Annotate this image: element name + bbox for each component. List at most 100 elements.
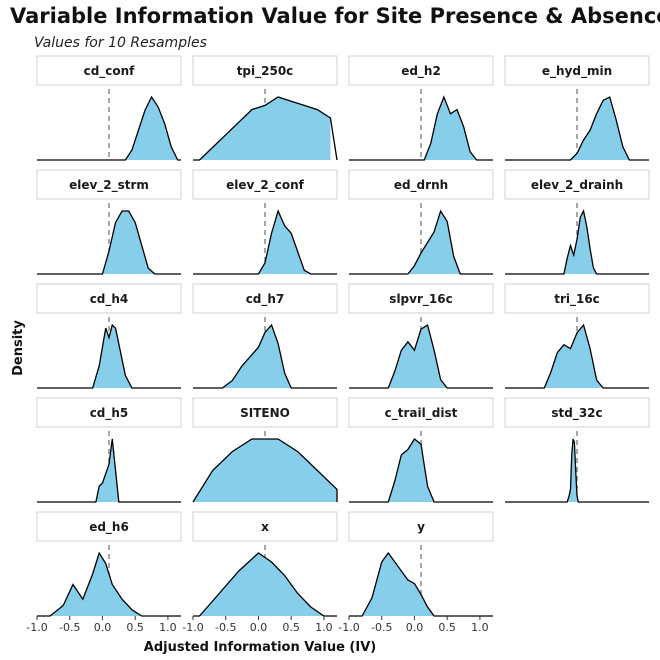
facet-strip: [504, 397, 650, 428]
density-line: [505, 323, 649, 389]
facet-strip: [504, 283, 650, 314]
density-fill: [362, 553, 435, 616]
facet-panel-c_trail_dist: c_trail_dist: [348, 397, 494, 503]
facet-panel-std_32c: std_32c: [504, 397, 650, 503]
facet-panel-e_hyd_min: e_hyd_min: [504, 55, 650, 161]
density-fill: [193, 439, 337, 502]
density-line: [37, 551, 181, 617]
facet-panel-x: x -1.0 -0.5 0.0 0.5 1.0: [182, 511, 338, 634]
density-line: [349, 551, 493, 617]
facet-strip: [504, 55, 650, 86]
density-line: [349, 209, 493, 275]
density-line: [349, 438, 493, 503]
density-line: [37, 95, 181, 161]
density-line: [193, 323, 337, 389]
x-tick-label: 0.5: [126, 621, 144, 634]
y-axis-title: Density: [11, 320, 26, 376]
x-tick-label: 1.0: [159, 621, 177, 634]
facet-strip-label: elev_2_conf: [226, 178, 304, 193]
density-fill: [125, 97, 178, 160]
facet-panel-cd_h5: cd_h5: [36, 397, 182, 503]
facet-strip: [348, 169, 494, 200]
x-tick-label: -0.5: [215, 621, 236, 634]
density-line: [37, 210, 181, 275]
facet-strip: [36, 55, 182, 86]
density-fill: [92, 325, 132, 388]
facet-strip-label: ed_h6: [89, 520, 129, 535]
facet-panel-slpvr_16c: slpvr_16c: [348, 283, 494, 389]
density-line: [505, 96, 649, 161]
facet-strip-label: tpi_250c: [237, 64, 294, 79]
density-fill: [222, 325, 292, 388]
density-fill: [102, 211, 155, 274]
facet-strip-label: ed_drnh: [394, 178, 448, 193]
density-fill: [407, 211, 461, 274]
facet-panel-cd_h4: cd_h4: [36, 283, 182, 389]
density-line: [193, 96, 338, 161]
facet-panel-ed_drnh: ed_drnh: [348, 169, 494, 275]
x-tick-label: 0.0: [94, 621, 112, 634]
facet-strip-label: slpvr_16c: [389, 292, 452, 307]
facet-panel-tri_16c: tri_16c: [504, 283, 650, 389]
facet-strip: [36, 511, 182, 542]
facet-panel-elev_2_drainh: elev_2_drainh: [504, 169, 650, 275]
facet-panel-elev_2_conf: elev_2_conf: [192, 169, 338, 275]
chart-subtitle: Values for 10 Resamples: [34, 35, 207, 51]
facet-strip-label: ed_h2: [401, 64, 441, 79]
facet-panel-SITENO: SITENO: [192, 397, 338, 503]
x-tick-label: 1.0: [315, 621, 333, 634]
density-line: [193, 552, 337, 617]
density-line: [37, 438, 181, 503]
facet-strip-label: cd_h4: [90, 292, 129, 307]
facet-panel-cd_conf: cd_conf: [36, 55, 182, 161]
x-tick-label: -0.5: [371, 621, 392, 634]
facet-strip: [348, 511, 494, 542]
density-line: [505, 209, 649, 275]
density-line: [192, 438, 338, 503]
facet-strip: [192, 55, 338, 86]
facet-strip-label: cd_h7: [246, 292, 285, 307]
facet-strip: [36, 397, 182, 428]
facet-strip: [192, 397, 338, 428]
x-tick-label: 0.5: [438, 621, 456, 634]
density-fill: [199, 553, 331, 616]
density-fill: [570, 97, 630, 160]
facet-strip: [348, 397, 494, 428]
density-fill: [544, 325, 604, 388]
x-tick-label: -1.0: [26, 621, 47, 634]
x-axis-title: Adjusted Information Value (IV): [144, 640, 376, 655]
x-tick-label: 0.0: [250, 621, 268, 634]
density-fill: [567, 439, 579, 502]
density-line: [349, 323, 493, 389]
facet-panel-tpi_250c: tpi_250c: [192, 55, 338, 161]
x-tick-label: 0.5: [282, 621, 300, 634]
facet-strip-label: cd_h5: [90, 406, 129, 421]
facet-strip-label: y: [417, 520, 425, 534]
facet-strip-label: SITENO: [240, 406, 290, 420]
facet-strip: [192, 511, 338, 542]
facet-strip: [348, 283, 494, 314]
facet-strip-label: cd_conf: [84, 64, 136, 79]
facet-strip: [348, 55, 494, 86]
facet-strip-label: std_32c: [551, 406, 602, 421]
facet-panel-ed_h2: ed_h2: [348, 55, 494, 161]
facet-panel-cd_h7: cd_h7: [192, 283, 338, 389]
facet-strip: [192, 169, 338, 200]
x-tick-label: 1.0: [471, 621, 489, 634]
facet-strip-label: e_hyd_min: [542, 64, 612, 79]
density-fill: [388, 439, 435, 502]
density-fill: [258, 211, 311, 274]
facet-strip-label: elev_2_strm: [69, 178, 149, 193]
chart-title: Variable Information Value for Site Pres…: [10, 4, 660, 28]
x-tick-label: 0.0: [406, 621, 424, 634]
density-fill: [563, 211, 597, 274]
facet-strip-label: c_trail_dist: [385, 406, 458, 421]
facet-strip: [192, 283, 338, 314]
density-fill: [199, 97, 331, 160]
facet-strip: [36, 169, 182, 200]
x-tick-label: -1.0: [182, 621, 203, 634]
x-tick-label: -1.0: [338, 621, 359, 634]
density-fill: [50, 553, 142, 616]
density-line: [349, 95, 493, 161]
